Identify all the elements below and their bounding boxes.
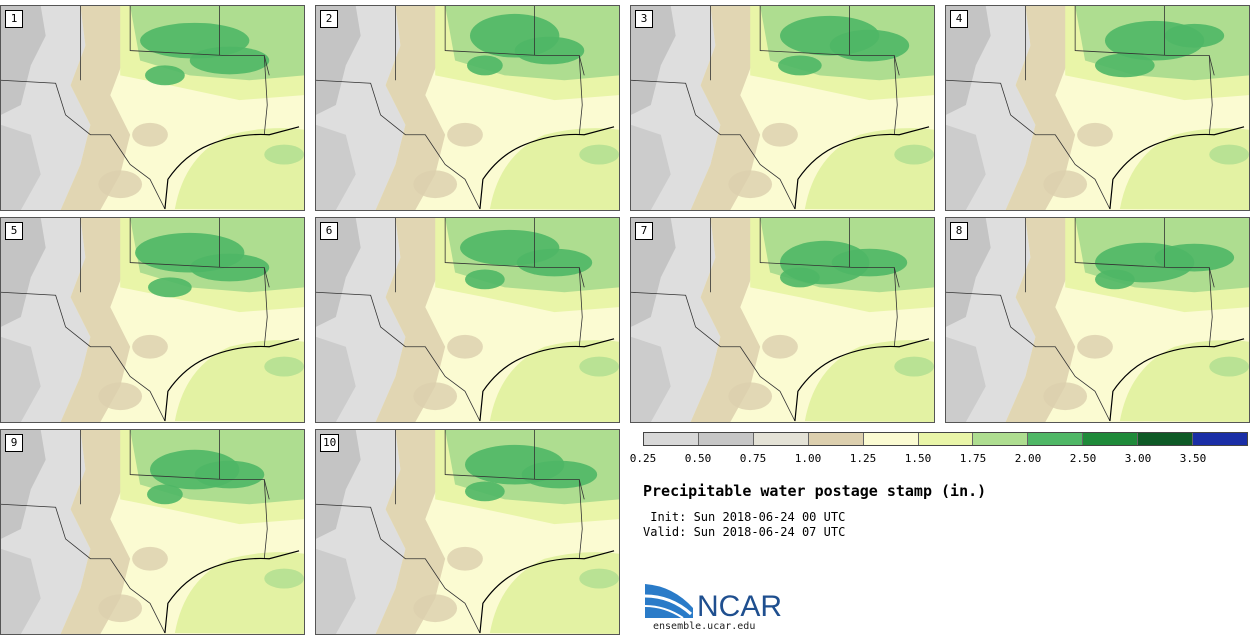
- ensemble-panel: 6: [315, 217, 620, 423]
- precip-water-map: [1, 218, 304, 422]
- ensemble-panel: 3: [630, 5, 935, 211]
- color-legend: [643, 432, 1248, 446]
- member-label: 7: [635, 222, 653, 240]
- init-time: Init: Sun 2018-06-24 00 UTC: [643, 510, 846, 524]
- legend-tick: 3.00: [1124, 452, 1152, 465]
- ensemble-panel: 7: [630, 217, 935, 423]
- legend-swatch: [1083, 433, 1139, 445]
- ensemble-panel: 1: [0, 5, 305, 211]
- legend-swatch: [644, 433, 699, 445]
- legend-tick: 3.50: [1179, 452, 1207, 465]
- precip-water-map: [1, 6, 304, 210]
- legend-tick: 2.00: [1014, 452, 1042, 465]
- precip-water-map: [946, 6, 1249, 210]
- ensemble-panel: 2: [315, 5, 620, 211]
- legend-tick: 1.25: [849, 452, 877, 465]
- ensemble-panel: 10: [315, 429, 620, 635]
- valid-time: Valid: Sun 2018-06-24 07 UTC: [643, 525, 846, 539]
- legend-swatch: [698, 433, 754, 445]
- legend-tick: 0.25: [629, 452, 657, 465]
- precip-water-map: [1, 430, 304, 634]
- legend-swatch: [918, 433, 974, 445]
- ensemble-panel: 9: [0, 429, 305, 635]
- member-label: 5: [5, 222, 23, 240]
- chart-title: Precipitable water postage stamp (in.): [643, 482, 987, 500]
- ncar-logo: NCAR: [644, 584, 782, 622]
- member-label: 9: [5, 434, 23, 452]
- legend-swatch: [863, 433, 919, 445]
- legend-tick: 0.50: [684, 452, 712, 465]
- precip-water-map: [946, 218, 1249, 422]
- precip-water-map: [316, 430, 619, 634]
- ensemble-panel: 4: [945, 5, 1250, 211]
- site-url: ensemble.ucar.edu: [653, 621, 756, 632]
- legend-tick: 1.00: [794, 452, 822, 465]
- precip-water-map: [316, 218, 619, 422]
- member-label: 4: [950, 10, 968, 28]
- legend-tick: 2.50: [1069, 452, 1097, 465]
- legend-tick: 1.75: [959, 452, 987, 465]
- legend-swatch: [973, 433, 1029, 445]
- member-label: 2: [320, 10, 338, 28]
- legend-swatch: [1028, 433, 1084, 445]
- member-label: 1: [5, 10, 23, 28]
- legend-tick: 0.75: [739, 452, 767, 465]
- member-label: 10: [320, 434, 340, 452]
- precip-water-map: [316, 6, 619, 210]
- precip-water-map: [631, 6, 934, 210]
- ensemble-panel: 5: [0, 217, 305, 423]
- legend-swatch: [1138, 433, 1194, 445]
- legend-swatch: [1193, 433, 1247, 445]
- precip-water-map: [631, 218, 934, 422]
- member-label: 6: [320, 222, 338, 240]
- member-label: 3: [635, 10, 653, 28]
- ensemble-panel: 8: [945, 217, 1250, 423]
- legend-tick: 1.50: [904, 452, 932, 465]
- legend-swatch: [753, 433, 809, 445]
- logo-text: NCAR: [697, 590, 782, 622]
- legend-ticks: 0.25 0.50 0.75 1.00 1.25 1.50 1.75 2.00 2.50 3.00…: [630, 452, 1260, 466]
- member-label: 8: [950, 222, 968, 240]
- legend-swatch: [808, 433, 864, 445]
